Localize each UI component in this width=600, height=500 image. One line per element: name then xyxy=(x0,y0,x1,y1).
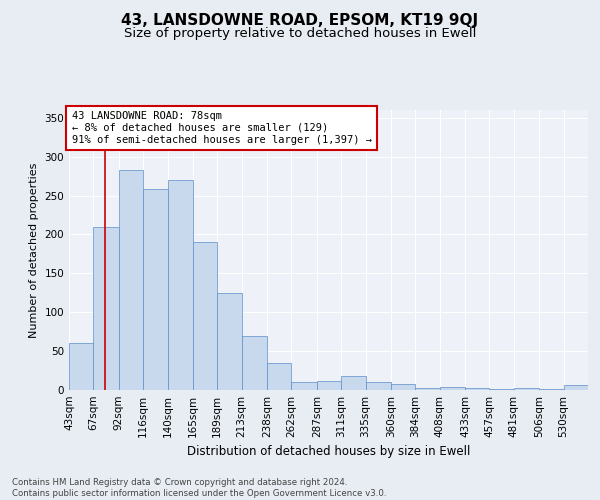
Bar xyxy=(242,336,267,390)
Bar xyxy=(563,384,588,390)
X-axis label: Distribution of detached houses by size in Ewell: Distribution of detached houses by size … xyxy=(187,446,470,458)
Bar xyxy=(341,376,365,390)
Bar xyxy=(490,389,514,390)
Bar xyxy=(143,190,167,390)
Text: 43, LANSDOWNE ROAD, EPSOM, KT19 9QJ: 43, LANSDOWNE ROAD, EPSOM, KT19 9QJ xyxy=(121,12,479,28)
Bar xyxy=(365,382,391,390)
Bar xyxy=(94,226,119,390)
Bar xyxy=(267,363,292,390)
Bar xyxy=(167,180,193,390)
Bar xyxy=(119,170,143,390)
Bar xyxy=(539,389,563,390)
Text: Contains HM Land Registry data © Crown copyright and database right 2024.
Contai: Contains HM Land Registry data © Crown c… xyxy=(12,478,386,498)
Bar xyxy=(217,293,242,390)
Text: 43 LANSDOWNE ROAD: 78sqm
← 8% of detached houses are smaller (129)
91% of semi-d: 43 LANSDOWNE ROAD: 78sqm ← 8% of detache… xyxy=(71,112,371,144)
Y-axis label: Number of detached properties: Number of detached properties xyxy=(29,162,39,338)
Bar xyxy=(391,384,415,390)
Bar xyxy=(292,382,317,390)
Bar xyxy=(465,388,490,390)
Bar xyxy=(69,344,94,390)
Text: Size of property relative to detached houses in Ewell: Size of property relative to detached ho… xyxy=(124,28,476,40)
Bar xyxy=(415,388,440,390)
Bar xyxy=(317,380,341,390)
Bar xyxy=(440,387,465,390)
Bar xyxy=(514,388,539,390)
Bar xyxy=(193,242,217,390)
